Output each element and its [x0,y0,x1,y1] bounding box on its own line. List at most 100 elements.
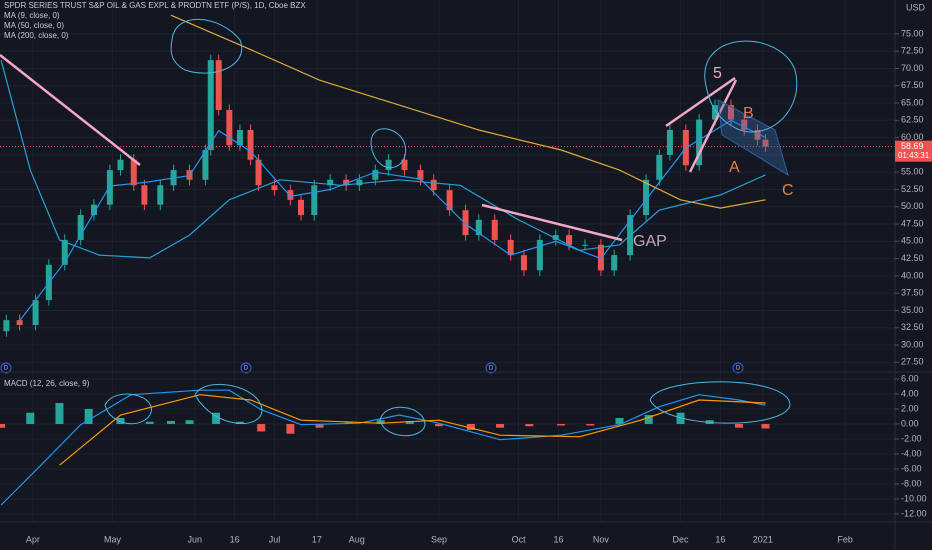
candle-body [202,150,209,180]
candle-body [3,320,10,332]
histogram-bar [116,417,125,424]
line-series [19,119,766,322]
y-tick-label: 62.50 [901,115,924,125]
legend-entry: MA (50, close, 0) [4,21,64,30]
candle-body [475,219,482,236]
candle-body [491,219,498,240]
y-tick-label: 32.50 [901,322,924,332]
annotation: GAP [633,233,667,250]
y-tick-label: 65.00 [901,97,924,107]
candle-body [141,185,148,205]
currency: USD [906,2,926,12]
candle-body [727,105,734,120]
candle-body [536,239,543,271]
circle-drawing [370,128,407,169]
candle-body [32,300,39,325]
circle-drawing [649,381,791,424]
histogram-bar [166,420,175,424]
candle-body [372,170,379,180]
histogram-bar [644,414,653,424]
candle-body [247,129,254,160]
histogram-bar [761,423,770,429]
candle-body [77,215,84,240]
candle-body [566,235,573,245]
candle-body [215,60,222,110]
y-tick-label: 50.00 [901,201,924,211]
dividend-marker [0,362,12,374]
candle-body [446,190,453,211]
y-tick-label: -2.00 [901,433,922,443]
trendline [665,76,736,128]
candle-body [417,170,424,180]
candle-body [656,154,663,180]
candle-body [696,119,703,166]
candle-body [430,179,437,191]
histogram-bar [185,420,194,424]
line-series [59,394,766,466]
candle-body [271,185,278,191]
y-tick-label: -4.00 [901,448,922,458]
histogram-bar [145,421,154,424]
legend-entry: MA (9, close, 0) [4,11,60,20]
histogram-bar [734,423,743,428]
line-series [0,60,766,259]
candle-body [297,199,304,216]
x-tick-label: 2021 [753,534,773,544]
histogram-bar [615,417,624,424]
marks [0,14,895,506]
histogram-bar [212,412,221,424]
candle-body [462,210,469,236]
histogram-bar [496,423,505,428]
candle-body [327,179,334,186]
y-tick-label: 35.00 [901,305,924,315]
x-tick-label: 16 [715,534,725,544]
price-badge [895,140,932,162]
histogram-bar [26,412,35,424]
histogram-bar [286,423,295,434]
chart-title: SPDR SERIES TRUST S&P OIL & GAS EXPL & P… [4,1,306,10]
y-tick-label: 55.00 [901,167,924,177]
y-tick-label: 6.00 [901,373,919,383]
candle-body [611,255,618,271]
candle-body [520,255,527,271]
x-tick-label: Apr [26,534,40,544]
x-tick-label: 16 [553,534,563,544]
circle-drawing [104,393,152,425]
histogram-bar [466,423,475,430]
x-tick-label: 17 [312,534,322,544]
trendline [688,79,738,173]
circle-drawing [704,40,798,133]
y-tick-label: 67.50 [901,80,924,90]
dividend-label: D [244,366,249,372]
candle-body [255,159,262,186]
dividend-label: D [736,366,741,372]
candle-body [643,179,650,216]
candle-body [61,239,68,265]
candle-body [552,235,559,240]
histogram-bar [0,423,6,428]
x-tick-label: Dec [673,534,690,544]
x-tick-label: 16 [230,534,240,544]
histogram-bar [586,423,595,426]
histogram-bar [55,402,64,424]
line-series [170,14,766,209]
histogram-bar [315,423,324,428]
countdown: 01:43:31 [898,151,930,160]
candle-body [762,139,769,147]
x-tick-label: Nov [593,534,610,544]
y-tick-label: 37.50 [901,288,924,298]
candle-body [226,109,233,146]
histogram-bar [235,421,244,424]
dividend-marker [485,362,497,374]
y-tick-label: -6.00 [901,463,922,473]
y-tick-label: 45.00 [901,236,924,246]
price-label: 58.69 [901,141,924,151]
y-tick-label: 75.00 [901,28,924,38]
candle-body [207,60,214,151]
x-tick-label: Aug [349,534,365,544]
candle-body [157,185,164,205]
annotation: A [729,159,740,176]
y-tick-label: 2.00 [901,403,919,413]
trendline [481,203,623,242]
candle-body [130,159,137,186]
